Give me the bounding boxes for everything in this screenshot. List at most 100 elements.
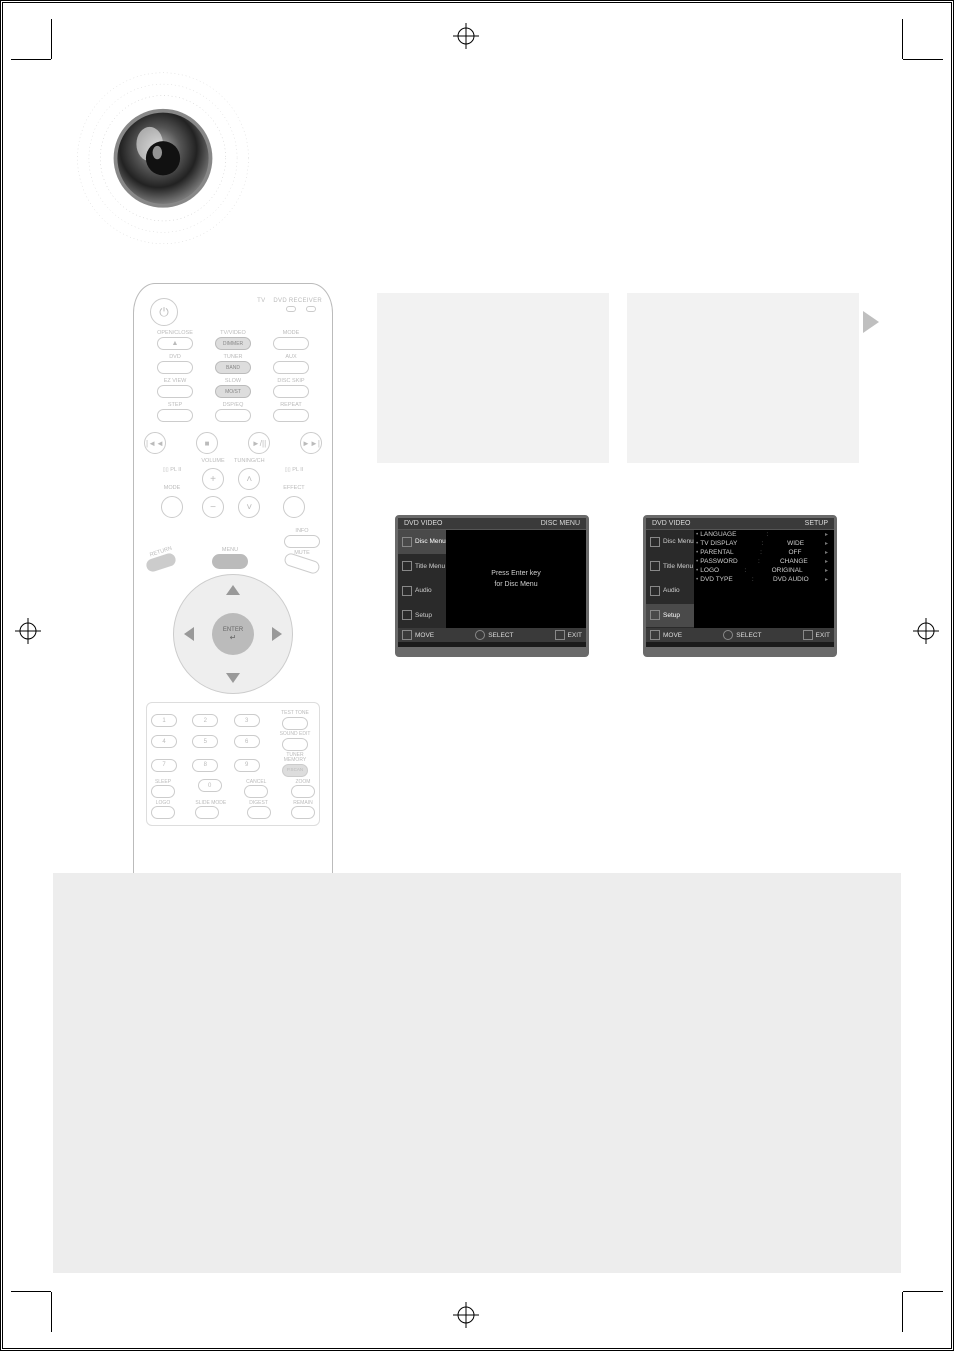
tv1-foot-exit: EXIT <box>568 632 582 639</box>
num-7-button[interactable]: 7 <box>151 759 177 772</box>
zoom-label: ZOOM <box>291 779 315 785</box>
tv2-sidebar: Disc Menu Title Menu Audio Setup <box>646 530 694 628</box>
nav-left-button[interactable] <box>184 627 194 641</box>
prev-track-button[interactable]: |◄◄ <box>144 432 166 454</box>
tv2-side-disc-menu[interactable]: Disc Menu <box>646 530 694 555</box>
next-track-button[interactable]: ►►| <box>300 432 322 454</box>
nav-up-button[interactable] <box>226 585 240 595</box>
tv-screenshot-disc-menu: DVD VIDEO DISC MENU Disc Menu Title Menu… <box>395 515 589 657</box>
digest-button[interactable] <box>247 806 271 819</box>
num-9-button[interactable]: 9 <box>234 759 260 772</box>
tv2-side-audio[interactable]: Audio <box>646 579 694 604</box>
tv-video-dimmer-button[interactable]: DIMMER <box>215 337 251 350</box>
tv2-header-right: SETUP <box>805 520 828 527</box>
info-button[interactable] <box>284 535 320 548</box>
setup-row-tv-display[interactable]: •TV DISPLAY:WIDE▸ <box>694 539 834 548</box>
title-menu-icon <box>402 561 412 571</box>
sleep-button[interactable] <box>151 785 175 798</box>
tv1-side-setup[interactable]: Setup <box>398 604 446 629</box>
step-button[interactable] <box>157 409 193 422</box>
sound-edit-label: SOUND EDIT <box>280 731 311 737</box>
volume-up-button[interactable]: + <box>202 468 224 490</box>
num-2-button[interactable]: 2 <box>192 714 218 727</box>
dvd-button[interactable] <box>157 361 193 374</box>
num-1-button[interactable]: 1 <box>151 714 177 727</box>
decorative-speaker-graphic <box>68 68 258 258</box>
sound-edit-button[interactable] <box>282 738 308 751</box>
tuner-label: TUNER <box>206 354 260 360</box>
tv1-side-title-menu[interactable]: Title Menu <box>398 555 446 580</box>
tv2-header-left: DVD VIDEO <box>652 520 691 527</box>
nav-down-button[interactable] <box>226 673 240 683</box>
disc-skip-button[interactable] <box>273 385 309 398</box>
logo-button[interactable] <box>151 806 175 819</box>
volume-down-button[interactable]: − <box>202 496 224 518</box>
bottom-info-panel <box>53 873 901 1273</box>
digest-label: DIGEST <box>247 800 271 806</box>
remain-button[interactable] <box>291 806 315 819</box>
tv1-side-disc-menu[interactable]: Disc Menu <box>398 530 446 555</box>
slow-label: SLOW <box>206 378 260 384</box>
num-5-button[interactable]: 5 <box>192 735 218 748</box>
enter-icon: ↵ <box>230 633 237 642</box>
tuning-up-button[interactable]: ˄ <box>238 468 260 490</box>
zoom-button[interactable] <box>291 785 315 798</box>
stop-button[interactable]: ■ <box>196 432 218 454</box>
nav-right-button[interactable] <box>272 627 282 641</box>
cancel-button[interactable] <box>244 785 268 798</box>
tuner-band-button[interactable]: BAND <box>215 361 251 374</box>
num-3-button[interactable]: 3 <box>234 714 260 727</box>
open-close-button[interactable]: ▲ <box>157 337 193 350</box>
disc-skip-label: DISC SKIP <box>264 378 318 384</box>
num-4-button[interactable]: 4 <box>151 735 177 748</box>
power-button[interactable]: ⏻ <box>150 298 178 326</box>
setup-row-language[interactable]: •LANGUAGE:▸ <box>694 530 834 539</box>
pl2-effect-button[interactable] <box>283 496 305 518</box>
tv1-foot-select: SELECT <box>488 632 513 639</box>
tuning-down-button[interactable]: ˅ <box>238 496 260 518</box>
sleep-label: SLEEP <box>151 779 175 785</box>
tv2-foot-select: SELECT <box>736 632 761 639</box>
pl2-mode-button[interactable] <box>161 496 183 518</box>
test-tone-button[interactable] <box>282 717 308 730</box>
aux-button[interactable] <box>273 361 309 374</box>
menu-label: MENU <box>212 547 248 553</box>
registration-mark-bottom <box>453 1302 479 1328</box>
setup-row-dvd-type[interactable]: •DVD TYPE:DVD AUDIO▸ <box>694 575 834 584</box>
ezview-button[interactable] <box>157 385 193 398</box>
mode-button[interactable] <box>273 337 309 350</box>
menu-button[interactable] <box>212 554 248 569</box>
select-badge-icon <box>475 630 485 640</box>
pl2-effect-label: ▯▯ PL II EFFECT <box>283 467 304 491</box>
setup-row-password[interactable]: •PASSWORD:CHANGE▸ <box>694 557 834 566</box>
test-tone-label: TEST TONE <box>281 710 309 716</box>
audio-icon <box>402 586 412 596</box>
setup-row-parental[interactable]: •PARENTAL:OFF▸ <box>694 548 834 557</box>
title-menu-icon <box>650 561 660 571</box>
tv1-main-line1: Press Enter key <box>491 570 540 577</box>
info-label: INFO <box>284 528 320 534</box>
exit-badge-icon <box>803 630 813 640</box>
tv2-side-setup[interactable]: Setup <box>646 604 694 629</box>
pscan-button[interactable]: P.SCAN <box>282 764 308 777</box>
remote-led-tv-label: TV <box>257 298 265 304</box>
tv1-side-audio[interactable]: Audio <box>398 579 446 604</box>
slow-most-button[interactable]: MO/ST <box>215 385 251 398</box>
repeat-label: REPEAT <box>264 402 318 408</box>
repeat-button[interactable] <box>273 409 309 422</box>
num-0-button[interactable]: 0 <box>198 779 222 792</box>
slide-mode-button[interactable] <box>195 806 219 819</box>
num-8-button[interactable]: 8 <box>192 759 218 772</box>
tv2-foot-move: MOVE <box>663 632 682 639</box>
setup-row-logo[interactable]: •LOGO:ORIGINAL▸ <box>694 566 834 575</box>
slide-mode-label: SLIDE MODE <box>195 800 226 806</box>
play-pause-button[interactable]: ►/|| <box>248 432 270 454</box>
num-6-button[interactable]: 6 <box>234 735 260 748</box>
next-step-arrow-icon <box>863 311 879 333</box>
enter-button[interactable]: ENTER ↵ <box>212 613 254 655</box>
dspeq-label: DSP/EQ <box>206 402 260 408</box>
dspeq-button[interactable] <box>215 409 251 422</box>
remote-led-dvd-label: DVD RECEIVER <box>273 298 322 304</box>
ezview-label: EZ VIEW <box>148 378 202 384</box>
tv2-side-title-menu[interactable]: Title Menu <box>646 555 694 580</box>
